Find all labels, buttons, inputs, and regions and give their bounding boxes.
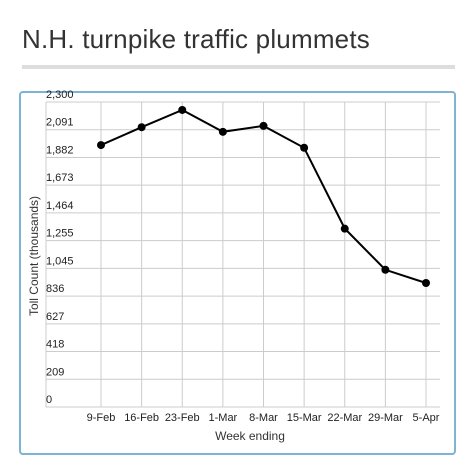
y-tick-label: 1,255 xyxy=(46,228,74,240)
grid-lines xyxy=(45,101,440,408)
data-point xyxy=(340,224,349,233)
data-point xyxy=(422,279,430,288)
x-axis-label: Week ending xyxy=(215,429,285,443)
x-tick-label: 22-Mar xyxy=(327,412,362,424)
x-tick-label: 23-Feb xyxy=(165,412,200,424)
y-tick-label: 836 xyxy=(46,283,64,295)
x-axis-ticks: 9-Feb 16-Feb 23-Feb 1-Mar 8-Mar 15-Mar 22-Mar 2… xyxy=(87,412,440,424)
x-tick-label: 29-Mar xyxy=(368,412,403,424)
y-tick-label: 209 xyxy=(46,366,64,378)
y-tick-label: 1,882 xyxy=(46,144,74,156)
y-tick-label: 2,300 xyxy=(46,89,74,101)
y-tick-label: 418 xyxy=(46,339,64,351)
chart-frame xyxy=(19,91,456,455)
data-point xyxy=(218,127,227,136)
y-tick-label: 0 xyxy=(46,394,52,406)
y-tick-label: 1,464 xyxy=(46,200,74,212)
data-point xyxy=(178,105,187,114)
data-point xyxy=(381,265,390,274)
data-point xyxy=(259,121,268,130)
x-tick-label: 9-Feb xyxy=(87,412,116,424)
y-axis-ticks: 0 209 418 627 836 1,045 1,255 1,464 1,673 1,882 2,… xyxy=(46,89,74,406)
x-tick-label: 1-Mar xyxy=(209,412,238,424)
x-tick-label: 16-Feb xyxy=(124,412,159,424)
x-tick-label: 5-Apr xyxy=(413,412,440,424)
data-point xyxy=(97,141,105,150)
data-point xyxy=(300,143,309,152)
data-point xyxy=(137,123,146,132)
data-points xyxy=(97,105,430,288)
y-tick-label: 2,091 xyxy=(46,117,74,129)
x-tick-label: 8-Mar xyxy=(249,412,278,424)
y-axis-label: Toll Count (thousands) xyxy=(27,196,41,316)
y-tick-label: 1,673 xyxy=(46,172,74,184)
y-tick-label: 1,045 xyxy=(46,255,74,267)
y-tick-label: 627 xyxy=(46,311,64,323)
title-divider xyxy=(22,65,455,69)
x-tick-label: 15-Mar xyxy=(287,412,322,424)
page-title: N.H. turnpike traffic plummets xyxy=(22,24,370,54)
